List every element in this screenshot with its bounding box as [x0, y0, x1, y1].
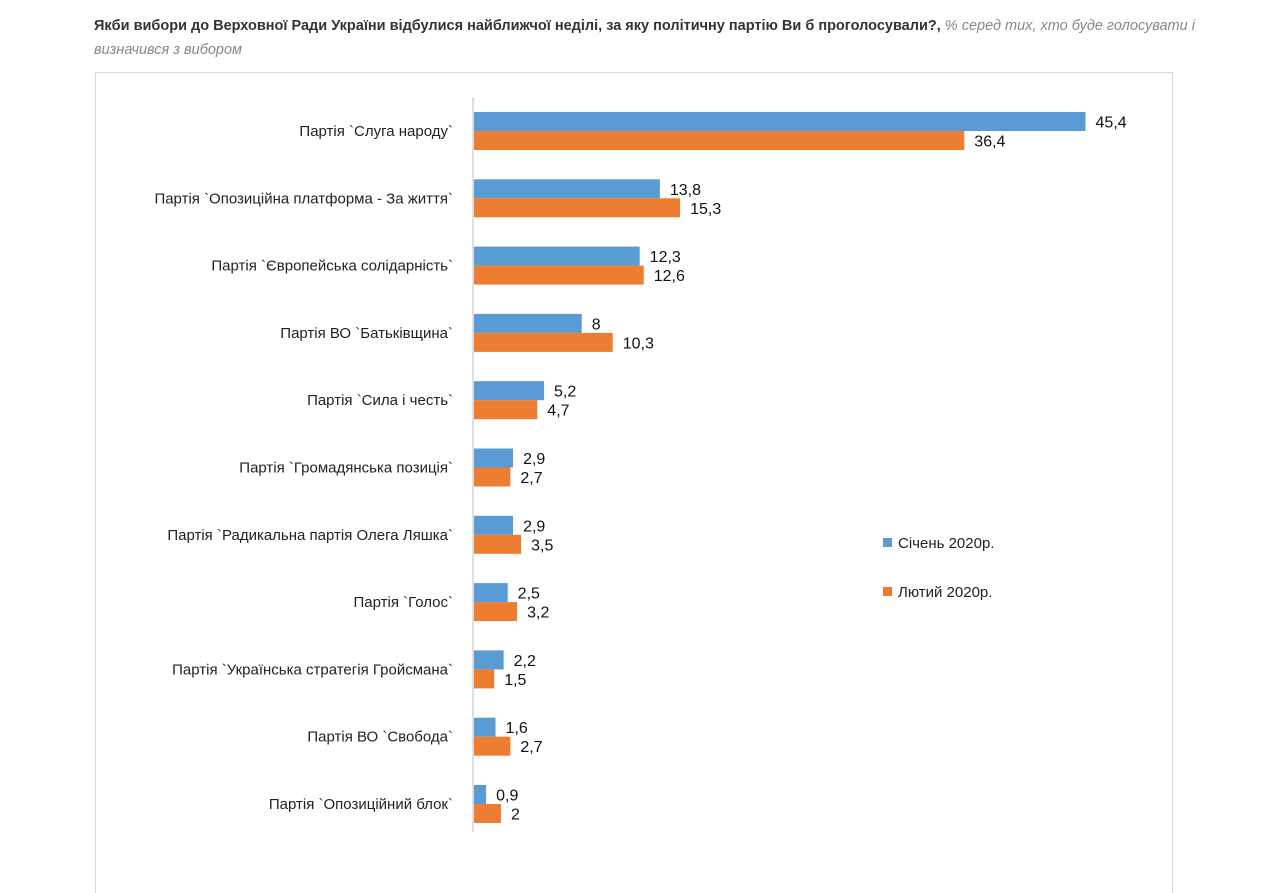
bar-january	[474, 448, 514, 468]
bar-february	[474, 534, 522, 554]
chart-frame	[95, 72, 1173, 893]
data-label: 45,4	[1096, 115, 1127, 132]
bar-january	[474, 583, 508, 603]
data-label: 2,9	[523, 451, 545, 468]
data-label: 2,9	[523, 518, 545, 535]
category-label: Партія `Голос`	[353, 594, 453, 611]
chart-subtitle: % серед тих, хто буде голосувати і визна…	[94, 18, 1195, 58]
chart-question: Якби вибори до Верховної Ради України ві…	[94, 18, 941, 34]
bar-february	[474, 669, 495, 689]
bar-february	[474, 736, 511, 756]
data-label: 12,6	[654, 268, 685, 285]
bar-february	[474, 198, 681, 218]
bar-february	[474, 332, 613, 352]
data-label: 4,7	[547, 403, 569, 420]
bar-january	[474, 515, 514, 535]
data-label: 8	[592, 316, 601, 333]
category-label: Партія `Європейська солідарність`	[211, 258, 453, 275]
data-label: 3,5	[531, 537, 553, 554]
data-label: 12,3	[650, 249, 681, 266]
bar-february	[474, 131, 965, 150]
category-label: Партія `Сила і честь`	[307, 392, 453, 409]
category-label: Партія `Громадянська позиція`	[239, 460, 453, 477]
category-label: Партія `Українська стратегія Гройсмана`	[172, 661, 453, 678]
category-label: Партія `Опозиційний блок`	[269, 796, 453, 813]
data-label: 2,2	[514, 653, 536, 670]
legend-label-february: Лютий 2020р.	[898, 584, 992, 601]
category-label: Партія ВО `Батьківщина`	[280, 325, 453, 342]
data-label: 1,6	[506, 720, 528, 737]
bar-january	[474, 785, 487, 804]
data-label: 36,4	[974, 134, 1005, 151]
data-label: 10,3	[623, 335, 654, 352]
legend-swatch-february	[883, 587, 892, 596]
bar-february	[474, 265, 644, 285]
bar-february	[474, 467, 511, 487]
bar-february	[474, 804, 501, 823]
bar-january	[474, 381, 545, 401]
category-label: Партія `Слуга народу`	[299, 123, 453, 140]
bar-february	[474, 400, 538, 420]
data-label: 5,2	[554, 384, 576, 401]
data-label: 1,5	[504, 672, 526, 689]
data-label: 15,3	[690, 201, 721, 218]
bar-january	[474, 246, 640, 266]
data-label: 2	[511, 807, 520, 824]
data-label: 0,9	[496, 788, 518, 805]
category-label: Партія `Радикальна партія Олега Ляшка`	[167, 527, 453, 544]
data-label: 2,7	[520, 470, 542, 487]
bar-january	[474, 717, 496, 737]
bar-january	[474, 313, 582, 333]
bar-january	[474, 650, 504, 670]
data-label: 3,2	[527, 605, 549, 622]
legend-swatch-january	[883, 538, 892, 547]
bar-january	[474, 179, 660, 199]
data-label: 13,8	[670, 182, 701, 199]
category-label: Партія `Опозиційна платформа - За життя`	[154, 190, 453, 207]
category-label: Партія ВО `Свобода`	[307, 729, 453, 746]
bar-january	[474, 112, 1086, 131]
data-label: 2,7	[520, 739, 542, 756]
chart-header: Якби вибори до Верховної Ради України ві…	[94, 14, 1224, 62]
bar-february	[474, 602, 518, 622]
data-label: 2,5	[518, 586, 540, 603]
legend-label-january: Січень 2020р.	[898, 535, 994, 552]
